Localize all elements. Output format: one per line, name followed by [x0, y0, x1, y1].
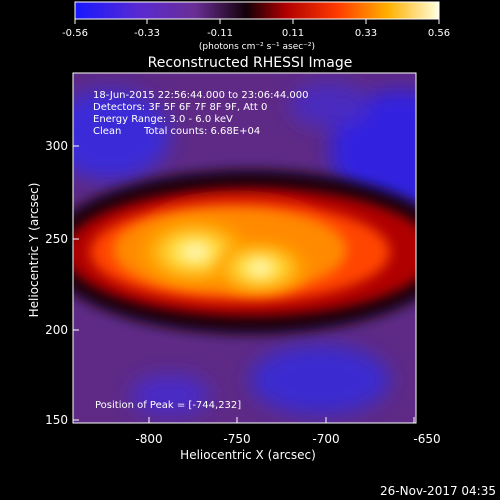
axis-ticks: [73, 145, 415, 423]
colorbar-tick-label: 0.11: [282, 28, 304, 39]
y-axis-label: Heliocentric Y (arcsec): [27, 183, 41, 318]
colorbar-gradient: [75, 2, 439, 19]
colorbar-tick-label: 0.56: [428, 28, 450, 39]
y-tick-label: 300: [45, 139, 68, 153]
y-tick-label: 150: [45, 413, 68, 427]
x-tick-label: -750: [223, 432, 250, 446]
y-tick-label: 250: [45, 232, 68, 246]
colorbar-tick-label: -0.11: [207, 28, 233, 39]
colorbar-tick-label: 0.33: [355, 28, 377, 39]
image-plot: [73, 73, 416, 423]
plot-title: Reconstructed RHESSI Image: [148, 55, 353, 71]
info-energy-range: Energy Range: 3.0 - 6.0 keV: [93, 114, 233, 125]
info-method: Clean: [93, 126, 121, 137]
y-tick-label: 200: [45, 323, 68, 337]
colorbar-tick-label: -0.56: [62, 28, 88, 39]
info-total-counts: Total counts: 6.68E+04: [143, 126, 260, 137]
footer-timestamp: 26-Nov-2017 04:35: [380, 484, 496, 498]
bright-cores: [135, 216, 312, 298]
colorbar-frame: [74, 1, 440, 20]
info-time-range: 18-Jun-2015 22:56:44.000 to 23:06:44.000: [93, 90, 309, 101]
info-block: 18-Jun-2015 22:56:44.000 to 23:06:44.000…: [93, 90, 309, 137]
peak-position-label: Position of Peak = [-744,232]: [95, 400, 241, 411]
colorbar-ticks: [74, 19, 440, 24]
blue-lobes: [73, 83, 416, 415]
colorbar: -0.56 -0.33 -0.11 0.11 0.33 0.56 (photon…: [62, 1, 450, 52]
x-axis-label: Heliocentric X (arcsec): [180, 448, 316, 462]
info-detectors: Detectors: 3F 5F 6F 7F 8F 9F, Att 0: [93, 102, 267, 113]
x-tick-label: -650: [413, 432, 440, 446]
x-tick-label: -800: [135, 432, 162, 446]
plot-frame: [72, 72, 417, 424]
colorbar-units: (photons cm⁻² s⁻¹ asec⁻²): [199, 42, 315, 52]
x-tick-label: -700: [312, 432, 339, 446]
colorbar-tick-label: -0.33: [134, 28, 160, 39]
